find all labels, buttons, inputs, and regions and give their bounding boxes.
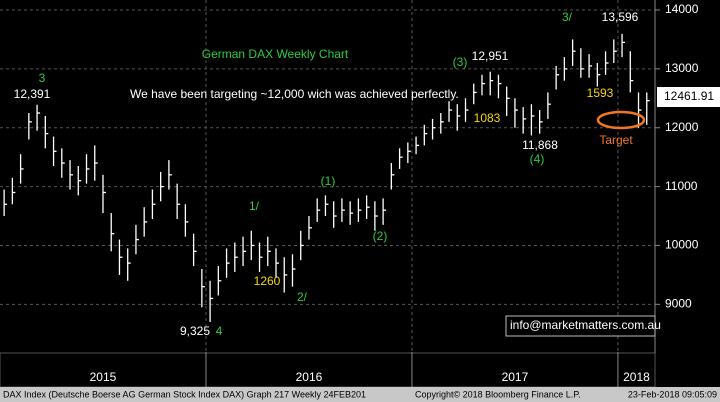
- footer-text: DAX Index (Deutsche Boerse AG German Sto…: [3, 389, 366, 399]
- chart-title: German DAX Weekly Chart: [202, 47, 349, 61]
- annotation: 3: [39, 71, 46, 85]
- annotation: 4: [216, 324, 223, 338]
- annotation: 1/: [249, 199, 260, 213]
- last-price-box: [657, 87, 720, 107]
- email-box: [505, 315, 656, 337]
- x-tick-label: 2017: [502, 370, 529, 384]
- annotation: (4): [530, 152, 545, 166]
- x-axis-band: [0, 352, 656, 388]
- plot-area: [0, 0, 655, 352]
- footer-text: Copyright© 2018 Bloomberg Finance L.P.: [415, 389, 581, 399]
- annotation: 9,325: [180, 324, 210, 338]
- target-ellipse: [596, 110, 646, 130]
- annotation: 12,391: [14, 87, 51, 101]
- y-tick-label: 12000: [665, 120, 699, 134]
- annotation: 1260: [254, 274, 281, 288]
- annotation: 12,951: [472, 49, 509, 63]
- x-tick-label: 2018: [623, 370, 650, 384]
- x-tick-label: 2015: [90, 370, 117, 384]
- annotation: 2/: [297, 290, 308, 304]
- y-tick-label: 9000: [665, 296, 692, 310]
- email: info@marketmatters.com.au: [510, 318, 661, 332]
- y-tick-label: 11000: [665, 179, 698, 193]
- last-price: 12461.91: [664, 89, 714, 103]
- annotation: (2): [373, 229, 388, 243]
- annotation: Target: [599, 133, 633, 147]
- footer-text: 23-Feb-2018 09:05:09: [628, 389, 717, 399]
- annotation: 1083: [474, 111, 501, 125]
- y-tick-label: 14000: [665, 2, 699, 16]
- annotation: 3/: [562, 10, 573, 24]
- annotation: 13,596: [602, 10, 639, 24]
- annotation: 1593: [587, 86, 614, 100]
- y-tick-label: 10000: [665, 238, 699, 252]
- annotation: We have been targeting ~12,000 wich was …: [130, 87, 459, 101]
- y-tick-label: 13000: [665, 61, 699, 75]
- annotation: 11,868: [522, 138, 558, 152]
- annotation: (3): [453, 55, 468, 69]
- annotation: (1): [321, 174, 336, 188]
- x-tick-label: 2016: [296, 370, 323, 384]
- footer-band: [0, 387, 720, 402]
